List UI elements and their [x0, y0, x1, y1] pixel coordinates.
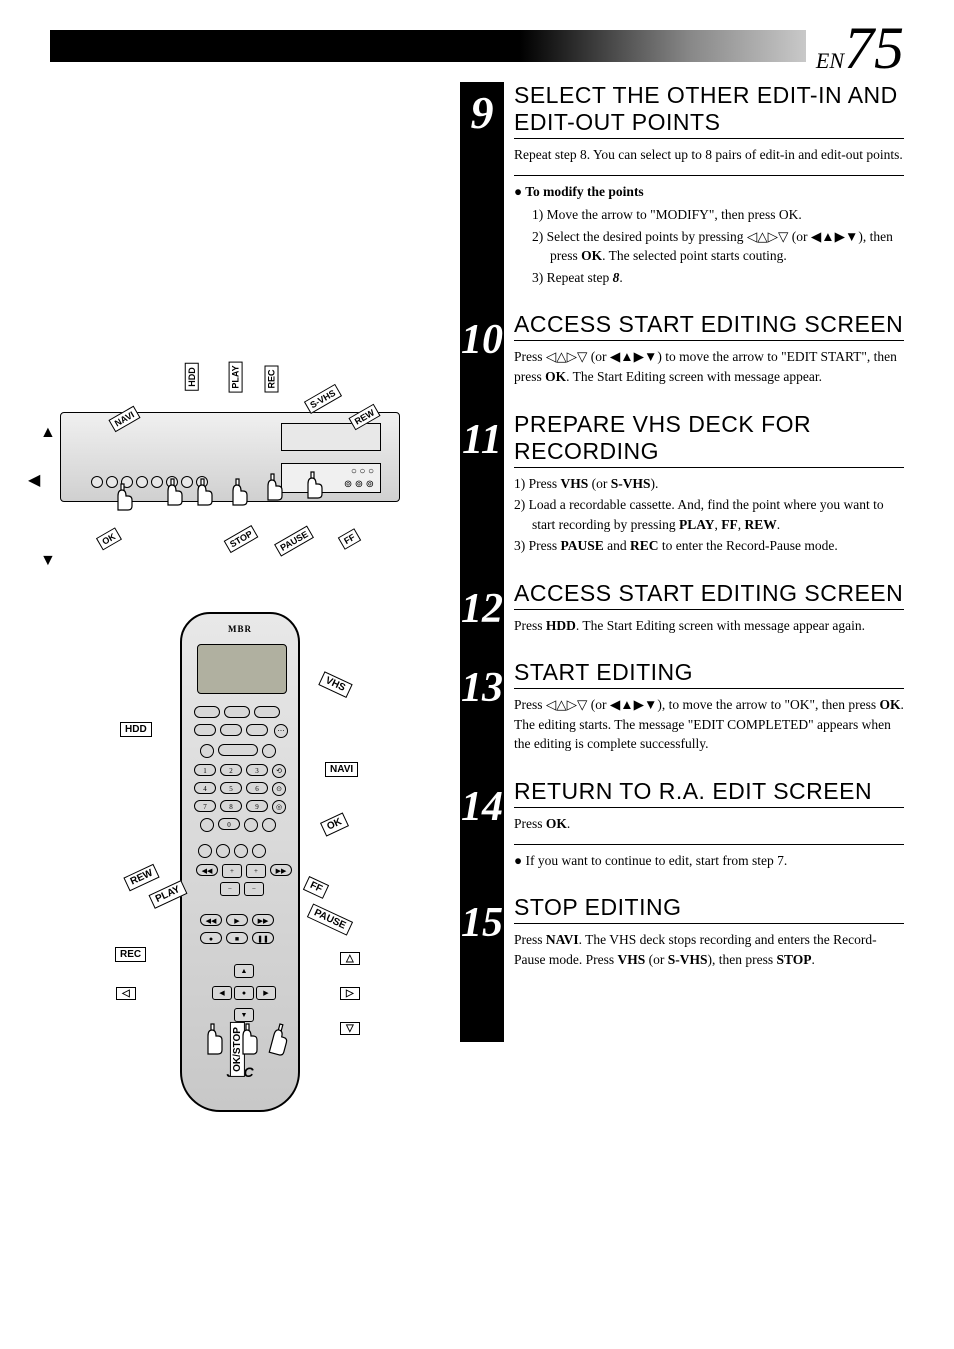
label-pause: PAUSE	[307, 903, 353, 935]
remote-row-top	[194, 706, 280, 718]
step-number: 12	[454, 588, 510, 630]
label-rec: REC	[115, 947, 146, 962]
step-title: START EDITING	[514, 659, 904, 689]
label-ok: OK	[96, 528, 122, 551]
step-intro: Press OK.	[514, 814, 904, 834]
step-intro: Press ◁△▷▽ (or ◀▲▶▼), to move the arrow …	[514, 695, 904, 754]
page-num: 75	[844, 15, 904, 81]
label-stop: STOP	[224, 525, 259, 553]
remote-lcd-screen	[197, 644, 287, 694]
step-9: 9 SELECT THE OTHER EDIT-IN AND EDIT-OUT …	[460, 82, 904, 287]
hand-icon	[110, 482, 136, 512]
list-item: 3) Repeat step 8.	[532, 268, 904, 288]
hand-icon	[225, 477, 251, 507]
step-title: STOP EDITING	[514, 894, 904, 924]
label-rew: REW	[123, 864, 160, 892]
sub-list: 1) Move the arrow to "MODIFY", then pres…	[514, 205, 904, 287]
label-ff: FF	[338, 528, 361, 550]
step-13: 13 START EDITING Press ◁△▷▽ (or ◀▲▶▼), t…	[460, 659, 904, 754]
label-ok: OK	[320, 812, 349, 836]
step-number: 9	[454, 90, 510, 136]
remote-row	[200, 744, 276, 758]
step-14: 14 RETURN TO R.A. EDIT SCREEN Press OK. …	[460, 778, 904, 870]
step-intro: Press NAVI. The VHS deck stops recording…	[514, 930, 904, 969]
remote-transport2: ●■❚❚	[200, 932, 274, 944]
vcr-device-diagram: NAVI HDD PLAY REC S-VHS REW OK STOP PAUS…	[50, 352, 410, 522]
step-number: 10	[454, 319, 510, 361]
vcr-cassette-slot	[281, 423, 381, 451]
step-title: ACCESS START EDITING SCREEN	[514, 580, 904, 610]
illustrations-column: NAVI HDD PLAY REC S-VHS REW OK STOP PAUS…	[50, 82, 430, 1162]
remote-control-diagram: MBR ⋯ 123⟲ 456⊙ 789◎	[50, 602, 410, 1162]
header-gradient-bar: EN75	[50, 30, 904, 62]
step-number: 14	[454, 786, 510, 828]
remote-brand: MBR	[182, 624, 298, 634]
step-number: 15	[454, 902, 510, 944]
hand-icon	[235, 1022, 261, 1056]
step-intro: Press HDD. The Start Editing screen with…	[514, 616, 904, 636]
list-item: 1) Move the arrow to "MODIFY", then pres…	[532, 205, 904, 225]
step-11: 11 PREPARE VHS DECK FOR RECORDING 1) Pre…	[460, 411, 904, 556]
step-number: 13	[454, 667, 510, 709]
list-item: 1) Press VHS (or S-VHS).	[514, 474, 904, 494]
step-12: 12 ACCESS START EDITING SCREEN Press HDD…	[460, 580, 904, 636]
label-pause: PAUSE	[274, 525, 314, 556]
hand-icon	[260, 472, 286, 502]
list-item: 3) Press PAUSE and REC to enter the Reco…	[514, 536, 904, 556]
step-number: 11	[454, 419, 510, 461]
label-down: ▽	[340, 1022, 360, 1035]
step-title: RETURN TO R.A. EDIT SCREEN	[514, 778, 904, 808]
label-right: ▷	[340, 987, 360, 1000]
step-note: ● If you want to continue to edit, start…	[514, 851, 904, 871]
remote-numpad-4: 0	[200, 818, 276, 832]
step-title: SELECT THE OTHER EDIT-IN AND EDIT-OUT PO…	[514, 82, 904, 139]
page-number: EN75	[806, 18, 904, 78]
remote-row: ⋯	[194, 724, 288, 738]
remote-numpad-1: 123⟲	[194, 764, 286, 778]
label-navi: NAVI	[325, 762, 358, 777]
steps-column: 9 SELECT THE OTHER EDIT-IN AND EDIT-OUT …	[460, 82, 904, 1162]
list-item: 2) Load a recordable cassette. And, find…	[514, 495, 904, 534]
hand-icon	[200, 1022, 226, 1056]
label-ff: FF	[303, 876, 329, 899]
step-title: ACCESS START EDITING SCREEN	[514, 311, 904, 341]
remote-dpad: ▲ ◀ ● ▶ ▼	[212, 964, 272, 1024]
label-vhs: VHS	[318, 671, 352, 698]
nav-up-icon: ▲	[40, 424, 56, 442]
label-hdd: HDD	[120, 722, 152, 737]
remote-vol-row: ◀◀++▶▶	[196, 864, 292, 878]
step-title: PREPARE VHS DECK FOR RECORDING	[514, 411, 904, 468]
remote-numpad-3: 789◎	[194, 800, 286, 814]
remote-numpad-2: 456⊙	[194, 782, 286, 796]
remote-vol-row2: −−	[220, 882, 264, 896]
label-up: △	[340, 952, 360, 965]
nav-left-icon: ◀	[28, 470, 40, 490]
nav-down-icon: ▼	[40, 552, 56, 570]
hand-icon	[190, 477, 216, 507]
list-item: 2) Select the desired points by pressing…	[532, 227, 904, 266]
step-10: 10 ACCESS START EDITING SCREEN Press ◁△▷…	[460, 311, 904, 386]
step-15: 15 STOP EDITING Press NAVI. The VHS deck…	[460, 894, 904, 969]
remote-transport: ◀◀▶▶▶	[200, 914, 274, 926]
label-rec: REC	[265, 365, 279, 392]
label-hdd: HDD	[185, 363, 199, 391]
step-intro: Repeat step 8. You can select up to 8 pa…	[514, 145, 904, 165]
hand-icon	[160, 477, 186, 507]
label-play: PLAY	[229, 361, 243, 392]
page-prefix: EN	[816, 48, 844, 73]
sub-heading: ● To modify the points	[514, 182, 904, 202]
remote-row	[198, 844, 266, 858]
label-left: ◁	[116, 987, 136, 1000]
label-svhs: S-VHS	[304, 384, 342, 414]
step-intro: Press ◁△▷▽ (or ◀▲▶▼) to move the arrow t…	[514, 347, 904, 386]
hand-icon	[300, 470, 326, 500]
vcr-front-panel	[281, 463, 381, 493]
